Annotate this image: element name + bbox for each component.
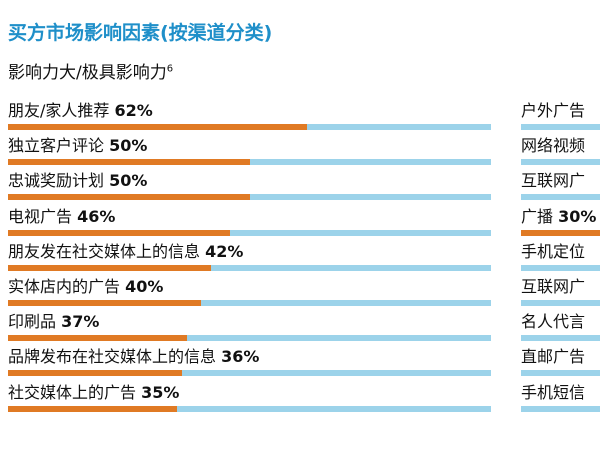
bar-track	[8, 264, 491, 271]
bar-track	[8, 229, 491, 236]
bar-track	[8, 124, 491, 130]
bar	[521, 229, 600, 236]
bar-track	[8, 335, 491, 342]
bar	[8, 124, 308, 130]
category-label: 户外广告	[521, 101, 586, 120]
value-label: 37%	[61, 312, 100, 332]
bar-track	[8, 405, 491, 412]
category-label: 朋友/家人推荐	[8, 101, 110, 120]
category-label: 手机定位	[521, 241, 586, 261]
category-label: 互联网广	[521, 171, 586, 191]
category-label: 名人代言	[521, 312, 586, 332]
bar-label: 印刷品 37%	[8, 311, 99, 333]
bar-track	[521, 370, 600, 377]
bar-row: 朋友发在社交媒体上的信息 42%	[8, 241, 491, 277]
subtitle-footnote: 6	[166, 63, 174, 75]
bar	[8, 335, 187, 342]
bar-row: 实体店内的广告 40%	[8, 276, 491, 312]
category-label: 实体店内的广告	[8, 277, 121, 296]
bar-label: 手机短信	[521, 382, 585, 404]
bar-label: 广播 30%	[521, 206, 596, 228]
bar	[8, 194, 250, 201]
bar-track	[521, 264, 600, 271]
bar-label: 互联网广	[521, 170, 585, 192]
chart-subtitle: 影响力大/极具影响力6	[8, 58, 173, 83]
bar-row: 朋友/家人推荐 62%	[8, 100, 491, 136]
bar-label: 实体店内的广告 40%	[8, 276, 163, 298]
value-label: 30%	[558, 206, 597, 226]
bar-row: 互联网广	[521, 276, 600, 312]
category-label: 社交媒体上的广告	[8, 382, 137, 402]
chart-title: 买方市场影响因素(按渠道分类)	[8, 22, 273, 44]
bar	[8, 229, 231, 236]
bar-row: 品牌发布在社交媒体上的信息 36%	[8, 346, 491, 382]
category-label: 忠诚奖励计划	[8, 171, 105, 191]
bar	[8, 264, 211, 271]
category-label: 网络视频	[521, 136, 586, 156]
value-label: 35%	[141, 382, 180, 402]
bar-row: 直邮广告	[521, 346, 600, 382]
bar-label: 直邮广告	[521, 346, 585, 368]
category-label: 独立客户评论	[8, 136, 105, 156]
value-label: 62%	[114, 101, 153, 120]
bar-track	[521, 194, 600, 201]
bar	[8, 405, 178, 412]
bar-row: 户外广告	[521, 100, 600, 136]
bar-track	[8, 159, 491, 166]
value-label: 46%	[77, 206, 116, 226]
value-label: 50%	[109, 171, 148, 191]
bar-label: 独立客户评论 50%	[8, 135, 147, 157]
bar-track	[521, 124, 600, 130]
bar-track	[8, 194, 491, 201]
bar-track	[521, 405, 600, 412]
bar-row: 手机定位	[521, 241, 600, 277]
bar-track	[521, 159, 600, 166]
category-label: 互联网广	[521, 277, 586, 296]
category-label: 印刷品	[8, 312, 57, 332]
subtitle-text: 影响力大/极具影响力	[8, 63, 167, 83]
bar-label: 手机定位	[521, 241, 585, 263]
bar-row: 忠诚奖励计划 50%	[8, 170, 491, 206]
bar-label: 朋友发在社交媒体上的信息 42%	[8, 241, 243, 263]
bar-label: 忠诚奖励计划 50%	[8, 170, 147, 192]
bar-track	[521, 335, 600, 342]
bar-label: 品牌发布在社交媒体上的信息 36%	[8, 346, 259, 368]
bar	[8, 300, 202, 306]
category-label: 电视广告	[8, 206, 73, 226]
bar	[8, 370, 182, 377]
bar-row: 社交媒体上的广告 35%	[8, 382, 491, 418]
value-label: 36%	[221, 347, 260, 367]
bar-track	[521, 300, 600, 306]
value-label: 50%	[109, 136, 148, 156]
bar-row: 印刷品 37%	[8, 311, 491, 347]
category-label: 品牌发布在社交媒体上的信息	[8, 347, 217, 367]
value-label: 40%	[125, 277, 164, 296]
bar	[8, 159, 250, 166]
category-label: 手机短信	[521, 382, 586, 402]
bar-track	[8, 370, 491, 377]
bar-label: 社交媒体上的广告 35%	[8, 382, 179, 404]
bar-row: 网络视频	[521, 135, 600, 171]
bar-row: 独立客户评论 50%	[8, 135, 491, 171]
bar-label: 名人代言	[521, 311, 585, 333]
bar-row: 广播 30%	[521, 206, 600, 242]
category-label: 广播	[521, 206, 554, 226]
bar-label: 户外广告	[521, 100, 585, 122]
bar-label: 互联网广	[521, 276, 585, 298]
value-label: 42%	[205, 241, 244, 261]
bar-track	[521, 229, 600, 236]
bar-label: 网络视频	[521, 135, 585, 157]
bar-track	[8, 300, 491, 306]
bar-row: 手机短信	[521, 382, 600, 418]
bar-label: 电视广告 46%	[8, 206, 115, 228]
bar-label: 朋友/家人推荐 62%	[8, 100, 153, 122]
bar-row: 名人代言	[521, 311, 600, 347]
category-label: 朋友发在社交媒体上的信息	[8, 241, 201, 261]
category-label: 直邮广告	[521, 347, 586, 367]
bar-row: 电视广告 46%	[8, 206, 491, 242]
bar-row: 互联网广	[521, 170, 600, 206]
